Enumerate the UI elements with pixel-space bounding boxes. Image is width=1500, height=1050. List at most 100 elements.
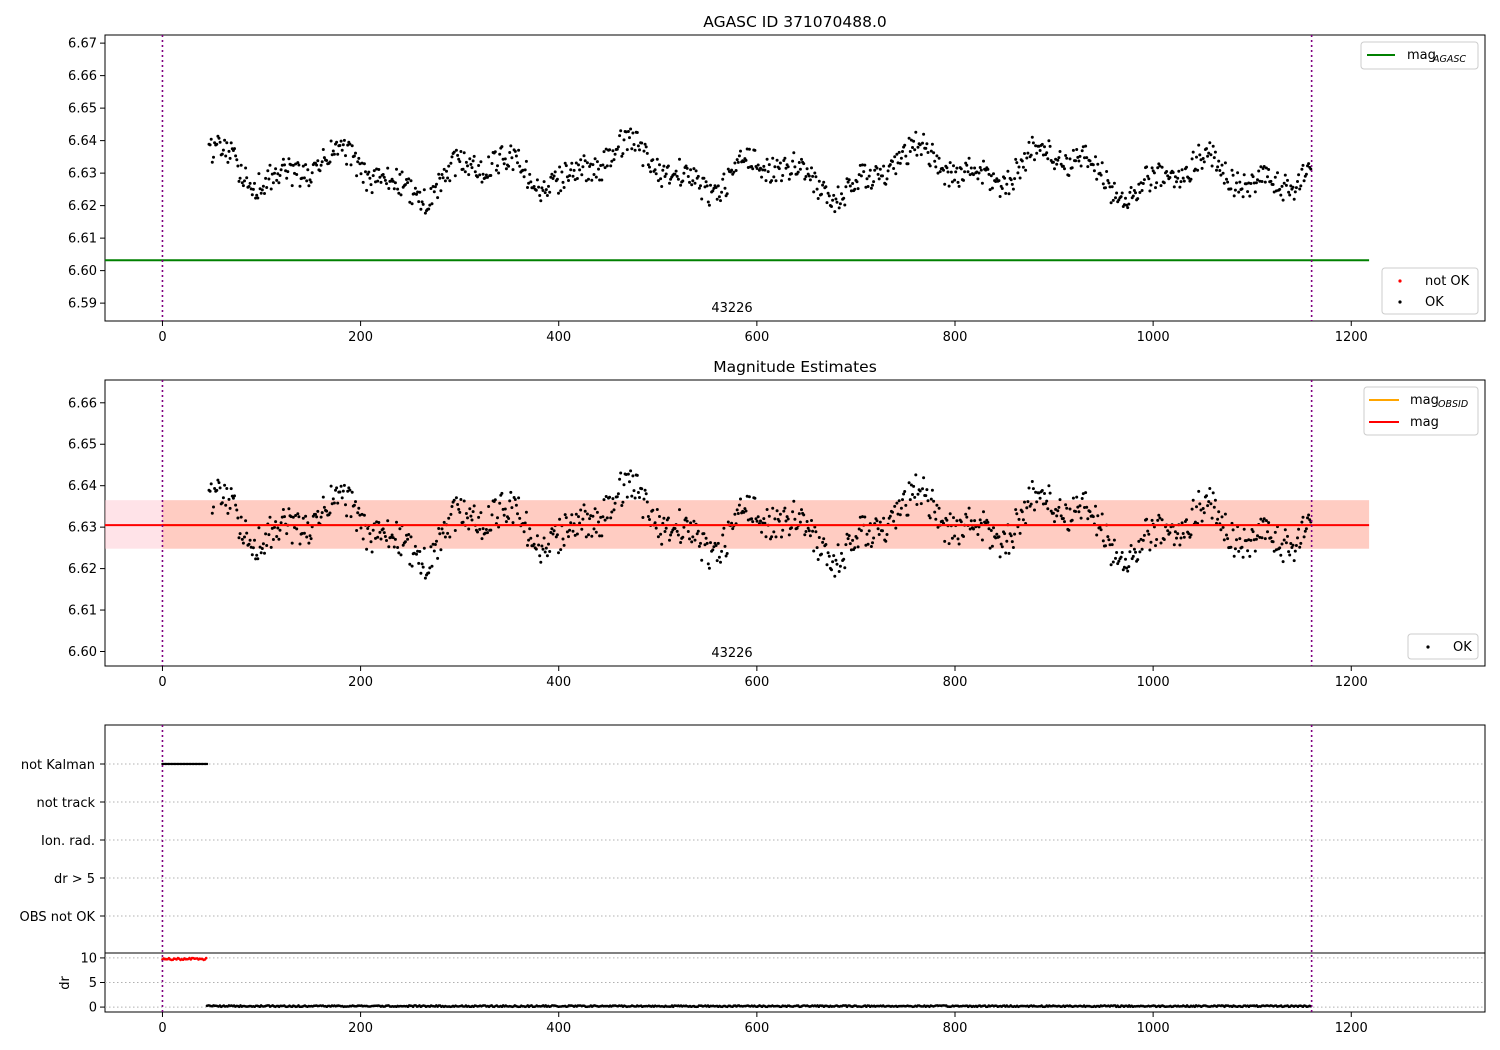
- ok-point: [268, 515, 272, 519]
- ok-point: [947, 542, 951, 546]
- ok-point: [832, 554, 836, 558]
- ok-point: [978, 518, 982, 522]
- ok-point: [1059, 514, 1063, 518]
- ok-point: [865, 177, 869, 181]
- ok-point: [792, 499, 796, 503]
- ok-point: [336, 152, 340, 156]
- ok-point: [562, 186, 566, 189]
- ok-point: [1240, 545, 1244, 549]
- ok-point: [229, 141, 233, 145]
- ok-point: [271, 538, 275, 541]
- ok-point: [834, 197, 838, 201]
- ok-point: [1237, 190, 1241, 194]
- ok-point: [420, 562, 424, 566]
- ok-point: [276, 172, 280, 176]
- ok-point: [934, 517, 938, 521]
- ok-point: [248, 538, 252, 542]
- ok-point: [395, 520, 398, 524]
- ok-point: [1226, 180, 1230, 184]
- ok-point: [269, 187, 273, 191]
- ok-point: [1256, 178, 1259, 182]
- y-tick-label: 6.64: [68, 134, 97, 149]
- ok-point: [720, 549, 724, 553]
- ok-point: [301, 164, 305, 168]
- ok-point: [448, 535, 452, 539]
- ok-point: [342, 138, 346, 142]
- ok-point: [547, 184, 550, 188]
- ok-point: [882, 516, 886, 520]
- ok-point: [339, 484, 343, 488]
- ok-point: [982, 159, 985, 163]
- ok-point: [320, 160, 324, 164]
- ok-point: [1091, 515, 1095, 519]
- ok-point: [760, 175, 764, 179]
- ok-point: [442, 520, 446, 524]
- ok-point: [618, 134, 622, 138]
- ok-point: [1063, 520, 1066, 524]
- ok-point: [1147, 532, 1151, 536]
- ok-point: [684, 516, 688, 520]
- ok-point: [856, 545, 860, 549]
- ok-point: [901, 150, 904, 153]
- ok-point: [601, 515, 605, 519]
- ok-point: [783, 156, 787, 160]
- ok-point: [666, 164, 670, 168]
- ok-point: [967, 156, 971, 160]
- ok-point: [1236, 171, 1240, 175]
- ok-point: [1108, 543, 1112, 547]
- ok-point: [521, 168, 525, 172]
- ok-point: [921, 487, 924, 491]
- ok-point: [716, 184, 720, 188]
- ok-point: [503, 507, 507, 511]
- ok-point: [548, 550, 552, 553]
- ok-point: [816, 197, 820, 200]
- ok-point: [281, 157, 285, 161]
- ok-point: [751, 520, 755, 524]
- ok-point: [362, 162, 366, 166]
- ok-point: [603, 518, 607, 522]
- ok-point: [964, 512, 968, 516]
- ok-point: [235, 508, 239, 512]
- ok-point: [1101, 182, 1105, 186]
- ok-point: [628, 136, 631, 140]
- ok-point: [620, 504, 624, 507]
- ok-point: [469, 514, 473, 518]
- ok-point: [843, 203, 847, 207]
- ok-point: [1246, 549, 1250, 553]
- ok-point: [1145, 517, 1149, 521]
- ok-point: [439, 548, 443, 552]
- ok-point: [1043, 492, 1046, 495]
- ok-point: [513, 149, 517, 153]
- ok-point: [209, 137, 213, 141]
- ok-point: [646, 163, 650, 167]
- ok-point: [737, 154, 741, 158]
- ok-point: [1206, 504, 1210, 508]
- ok-point: [598, 178, 602, 182]
- ok-point: [898, 513, 902, 517]
- ok-point: [318, 169, 322, 173]
- ok-point: [817, 179, 821, 183]
- ok-point: [762, 164, 766, 168]
- x-tick-label: 200: [348, 330, 373, 345]
- ok-point: [953, 534, 957, 538]
- ok-point: [747, 147, 751, 151]
- ok-point: [764, 535, 768, 539]
- ok-point: [638, 148, 641, 152]
- ok-point: [511, 521, 515, 525]
- ok-point: [1213, 498, 1217, 502]
- ok-point: [216, 478, 220, 482]
- ok-point: [1199, 508, 1203, 512]
- ok-point: [472, 154, 476, 158]
- ok-point: [1126, 206, 1130, 210]
- ok-point: [541, 189, 545, 192]
- ok-point: [972, 527, 975, 531]
- ok-point: [1251, 530, 1255, 534]
- ok-point: [641, 164, 645, 168]
- ok-point: [642, 497, 646, 501]
- ok-point: [747, 495, 751, 499]
- ok-point: [1070, 518, 1074, 522]
- ok-point: [1189, 177, 1193, 181]
- ok-point: [934, 165, 938, 169]
- ok-point: [1035, 151, 1039, 155]
- ok-point: [1284, 183, 1288, 187]
